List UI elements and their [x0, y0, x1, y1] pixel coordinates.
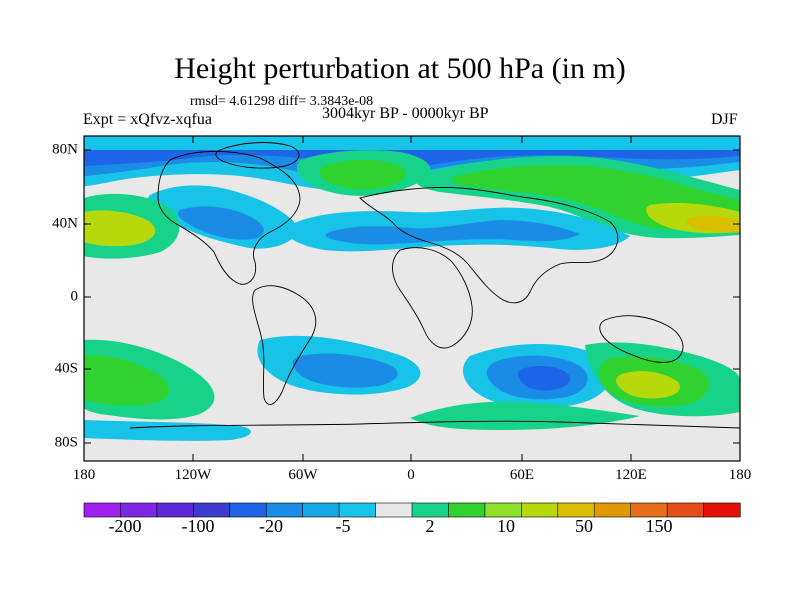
field-positive-region	[84, 210, 156, 247]
field-positive-region	[616, 371, 680, 399]
colorbar	[83, 502, 741, 518]
colorbar-swatch	[265, 502, 304, 518]
colorbar-swatch	[83, 502, 122, 518]
colorbar-swatch	[593, 502, 632, 518]
field-negative-region	[517, 366, 571, 391]
field-positive-region	[84, 354, 170, 406]
colorbar-swatch	[666, 502, 705, 518]
lat-tick-label: 0	[70, 288, 79, 305]
field-positive-region	[318, 159, 406, 190]
lon-tick-label: 60W	[288, 467, 318, 483]
colorbar-swatch	[557, 502, 595, 518]
field-negative-region	[292, 353, 398, 388]
colorbar-swatch	[484, 502, 522, 518]
colorbar-swatch	[338, 502, 377, 518]
stats-line: rmsd= 4.61298 diff= 3.3843e-08	[190, 94, 374, 109]
map-field	[84, 136, 740, 461]
field-negative-region	[325, 220, 580, 245]
season-label: DJF	[711, 111, 738, 128]
lon-tick-label: 120W	[174, 467, 212, 483]
map-frame	[83, 135, 741, 462]
colorbar-label: 150	[645, 516, 673, 536]
colorbar-label: 10	[497, 516, 515, 536]
lat-tick-label: 40N	[52, 215, 78, 232]
colorbar-swatch	[630, 502, 668, 518]
period-label: 3004kyr BP - 0000kyr BP	[322, 105, 489, 122]
field-negative-region	[84, 136, 740, 150]
coastlines	[129, 142, 740, 429]
colorbar-label: -100	[181, 516, 215, 536]
experiment-label: Expt = xQfvz-xqfua	[83, 111, 212, 128]
colorbar-swatch	[302, 502, 340, 518]
lon-tick-label: 120E	[615, 467, 647, 483]
colorbar-label: -5	[335, 516, 351, 536]
lon-tick-label: 180	[728, 467, 752, 483]
lat-tick-label: 40S	[54, 360, 78, 377]
lon-tick-label: 60E	[509, 467, 535, 483]
colorbar-swatch	[411, 502, 450, 518]
colorbar-label: 50	[575, 516, 593, 536]
lon-tick-label: 180	[72, 467, 96, 483]
colorbar-swatch	[120, 502, 158, 518]
field-positive-region	[686, 215, 740, 233]
lat-tick-label: 80N	[52, 141, 78, 158]
colorbar-swatch	[703, 502, 741, 518]
field-negative-region	[178, 206, 264, 240]
colorbar-swatch	[229, 502, 267, 518]
colorbar-swatch	[156, 502, 194, 518]
lon-tick-label: 0	[407, 467, 415, 483]
colorbar-label: -200	[108, 516, 142, 536]
colorbar-label: -20	[259, 516, 283, 536]
colorbar-swatch	[448, 502, 486, 518]
colorbar-swatch	[521, 502, 559, 518]
axis-ticks	[84, 136, 740, 461]
plot-title: Height perturbation at 500 hPa (in m)	[174, 52, 626, 85]
colorbar-swatch	[193, 502, 231, 518]
lat-tick-label: 80S	[54, 434, 78, 451]
colorbar-swatch	[375, 502, 413, 518]
colorbar-label: 2	[425, 516, 435, 536]
